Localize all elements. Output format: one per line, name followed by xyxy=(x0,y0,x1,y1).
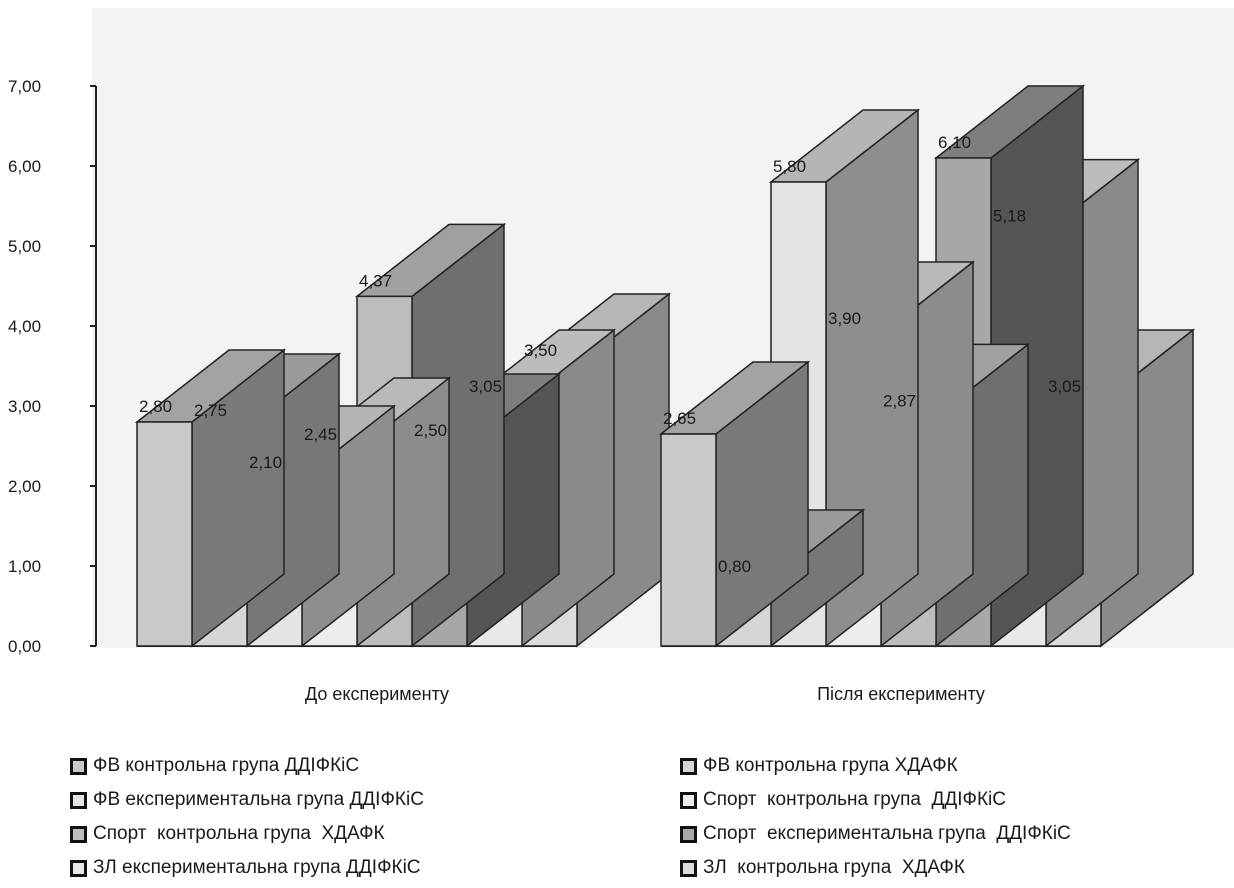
legend-item: ЗЛ контрольна група ХДАФК xyxy=(680,854,1220,882)
data-label: 2,80 xyxy=(139,397,172,416)
legend: ФВ контрольна група ДДІФКіС ФВ контрольна… xyxy=(70,752,1230,882)
legend-swatch xyxy=(70,757,87,775)
data-label: 2,87 xyxy=(883,391,916,410)
data-label: 2,45 xyxy=(304,425,337,444)
data-label: 3,05 xyxy=(469,377,502,396)
legend-label: ЗЛ контрольна група ХДАФК xyxy=(703,857,965,878)
bar xyxy=(134,348,287,648)
legend-label: Спорт контрольна група ДДІФКіС xyxy=(703,789,1006,810)
data-label: 5,80 xyxy=(773,157,806,176)
legend-label: ФВ експериментальна група ДДІФКіС xyxy=(93,789,424,810)
y-tick-label: 1,00 xyxy=(8,557,41,576)
legend-swatch xyxy=(680,859,697,877)
bar-chart: 0,00 1,00 2,00 3,00 4,00 5,00 6,00 7,00 2,80 2,7… xyxy=(8,8,1234,704)
category-label: Після експерименту xyxy=(817,684,985,704)
data-label: 5,18 xyxy=(993,207,1026,226)
data-label: 2,10 xyxy=(249,453,282,472)
legend-item: Спорт контрольна група ДДІФКіС xyxy=(680,786,1220,814)
y-tick-label: 2,00 xyxy=(8,477,41,496)
legend-swatch xyxy=(70,859,87,877)
data-label: 0,80 xyxy=(718,557,751,576)
y-tick-label: 3,00 xyxy=(8,397,41,416)
legend-item: Спорт контрольна група ХДАФК xyxy=(70,820,680,848)
y-tick-label: 4,00 xyxy=(8,317,41,336)
legend-label: ФВ контрольна група ХДАФК xyxy=(703,755,958,776)
legend-item: ФВ контрольна група ХДАФК xyxy=(680,752,1220,780)
bar xyxy=(658,360,811,648)
y-tick-label: 6,00 xyxy=(8,157,41,176)
legend-item: Спорт експериментальна група ДДІФКіС xyxy=(680,820,1220,848)
y-tick-label: 7,00 xyxy=(8,77,41,96)
legend-swatch xyxy=(70,825,87,843)
data-label: 2,75 xyxy=(194,401,227,420)
data-label: 3,50 xyxy=(524,341,557,360)
data-label: 2,50 xyxy=(414,421,447,440)
data-label: 2,65 xyxy=(663,409,696,428)
legend-item: ФВ контрольна група ДДІФКіС xyxy=(70,752,680,780)
legend-swatch xyxy=(680,791,697,809)
legend-swatch xyxy=(70,791,87,809)
legend-label: Спорт контрольна група ХДАФК xyxy=(93,823,385,844)
category-label: До експерименту xyxy=(305,684,449,704)
legend-label: Спорт експериментальна група ДДІФКіС xyxy=(703,823,1071,844)
data-label: 4,37 xyxy=(359,271,392,290)
legend-swatch xyxy=(680,757,697,775)
data-label: 3,90 xyxy=(828,309,861,328)
y-tick-label: 5,00 xyxy=(8,237,41,256)
bar-front-face xyxy=(660,433,717,647)
y-tick-label: 0,00 xyxy=(8,637,41,656)
legend-label: ФВ контрольна група ДДІФКіС xyxy=(93,755,360,776)
bar-front-face xyxy=(136,421,193,647)
legend-item: ЗЛ експериментальна група ДДІФКіС xyxy=(70,854,680,882)
legend-item: ФВ експериментальна група ДДІФКіС xyxy=(70,786,680,814)
legend-label: ЗЛ експериментальна група ДДІФКіС xyxy=(93,857,421,878)
data-label: 3,05 xyxy=(1048,377,1081,396)
data-label: 6,10 xyxy=(938,133,971,152)
legend-swatch xyxy=(680,825,697,843)
